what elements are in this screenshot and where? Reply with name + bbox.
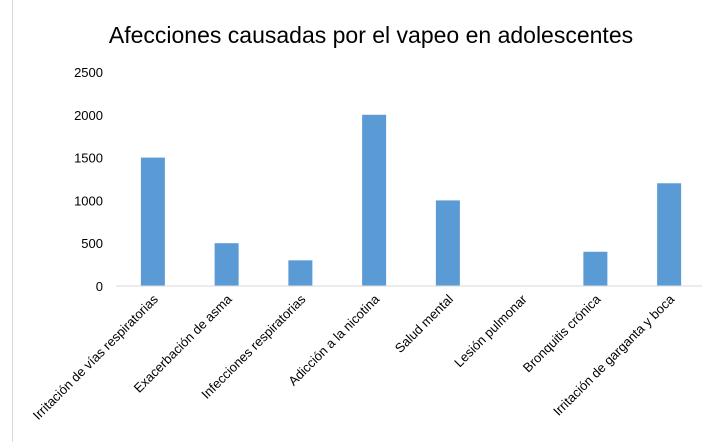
bar [362,114,387,286]
bar [583,251,608,286]
y-tick-label: 1000 [74,193,103,208]
chart-border [12,0,13,442]
bar [214,243,239,286]
bar [140,157,165,286]
bars [140,114,682,286]
x-tick-label: Salud mental [392,291,456,355]
y-tick-label: 1500 [74,151,103,166]
y-tick-label: 2500 [74,65,103,80]
x-tick-label: Lesión pulmonar [451,291,530,370]
bar [288,260,313,286]
x-axis-ticks: Irritación de vías respiratoriasExacerba… [30,291,678,423]
y-tick-label: 500 [81,236,103,251]
x-tick-label: Irritación de vías respiratorias [30,291,162,423]
y-tick-label: 0 [96,279,103,294]
y-tick-label: 2000 [74,108,103,123]
chart-title: Afecciones causadas por el vapeo en adol… [108,22,634,48]
bar [435,200,460,286]
x-tick-label: Irritación de garganta y boca [550,291,678,419]
x-tick-label: Bronquitis crónica [520,291,604,375]
y-axis-ticks: 0 500 1000 1500 2000 2500 [74,65,103,294]
bar [657,183,682,286]
